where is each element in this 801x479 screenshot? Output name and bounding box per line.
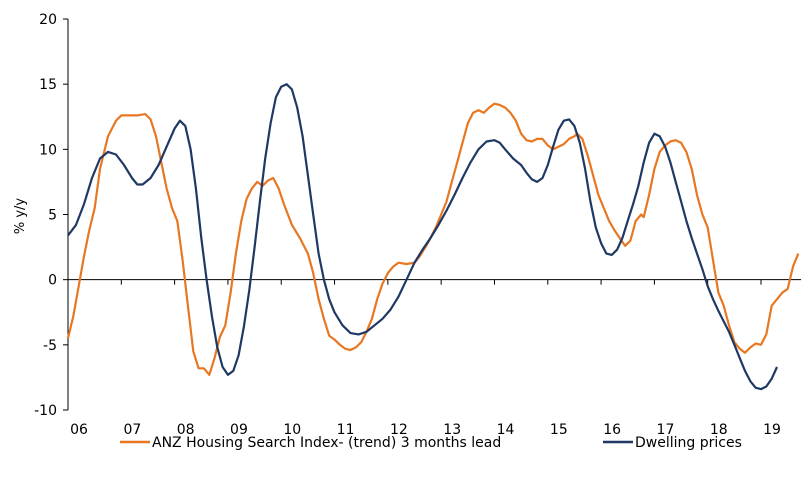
y-tick-label: -5: [43, 338, 57, 354]
x-tick-label: 08: [177, 422, 195, 438]
x-tick-label: 09: [230, 422, 248, 438]
legend: ANZ Housing Search Index- (trend) 3 mont…: [120, 435, 742, 451]
series-line-anz-search: [66, 102, 800, 376]
x-tick-label: 06: [70, 422, 88, 438]
series-line-dwelling-prices: [67, 83, 779, 391]
y-tick-label: 5: [48, 208, 57, 224]
legend-label-anz-search: ANZ Housing Search Index- (trend) 3 mont…: [152, 435, 501, 451]
x-tick-label: 17: [657, 422, 675, 438]
x-axis: 06 07 08 09 10 11 12 13 14 15 16 17 18 19: [67, 279, 801, 438]
x-tick-label: 19: [763, 422, 781, 438]
legend-label-dwelling-prices: Dwelling prices: [635, 435, 742, 451]
x-tick-label: 15: [550, 422, 568, 438]
x-tick-label: 07: [123, 422, 141, 438]
x-tick-label: 14: [497, 422, 515, 438]
y-tick-label: 0: [48, 273, 57, 289]
x-tick-label: 13: [443, 422, 461, 438]
x-tick-label: 18: [710, 422, 728, 438]
y-axis: -10 -5 0 5 10 15 20: [34, 12, 69, 419]
x-tick-label: 12: [390, 422, 408, 438]
series-lines: [66, 83, 800, 391]
y-tick-label: -10: [34, 403, 57, 419]
x-tick-label: 11: [337, 422, 355, 438]
y-tick-label: 15: [39, 77, 57, 93]
x-tick-label: 10: [283, 422, 301, 438]
y-tick-label: 10: [39, 142, 57, 158]
y-tick-label: 20: [39, 12, 57, 28]
x-tick-label: 16: [603, 422, 621, 438]
y-axis-title: % y/y: [13, 198, 28, 235]
